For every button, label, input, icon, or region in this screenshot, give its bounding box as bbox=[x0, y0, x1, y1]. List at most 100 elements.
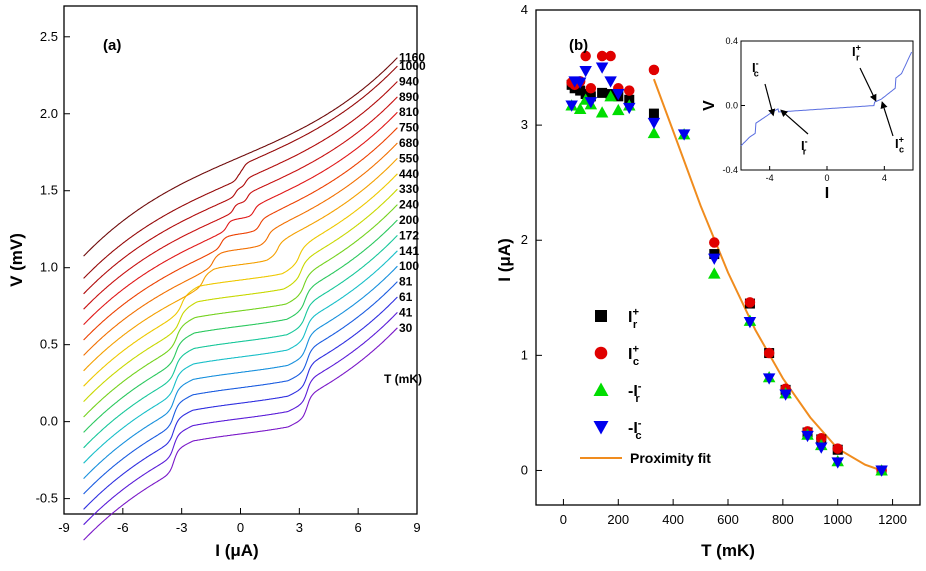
legend-label-square-sub: r bbox=[633, 319, 638, 331]
inset-annotation-label-sup: - bbox=[805, 137, 808, 147]
inset-annotation-arrow bbox=[859, 67, 877, 102]
point-triangle-down-550mK bbox=[708, 253, 721, 265]
temperature-label-330: 330 bbox=[399, 182, 419, 196]
legend-label-triangle-down-sub: c bbox=[635, 430, 641, 442]
inset-annotation-label: I-r bbox=[801, 137, 808, 157]
inset-annotation-label-main: I bbox=[852, 44, 856, 59]
panel-b-xtick-label: 600 bbox=[717, 512, 739, 527]
inset-annotation-label-sub: c bbox=[754, 69, 759, 79]
legend-label-triangle-up-main: -I bbox=[628, 383, 638, 400]
iv-curve-200mk bbox=[83, 219, 398, 433]
inset-xtick-label: 4 bbox=[882, 173, 887, 183]
point-triangle-down-1160mK bbox=[875, 465, 888, 477]
legend-label-square: I+ r bbox=[628, 306, 639, 330]
inset-xlabel: I bbox=[825, 185, 829, 202]
inset-annotation-arrow bbox=[780, 109, 809, 135]
temperature-label-1000: 1000 bbox=[399, 59, 426, 73]
legend-marker-triangle-down bbox=[593, 421, 609, 435]
panel-b-xtick-label: 200 bbox=[607, 512, 629, 527]
iv-curve-1160mk bbox=[83, 57, 398, 257]
legend-label-square-sup: + bbox=[632, 306, 639, 318]
panel-a-ytick-label: 1.5 bbox=[40, 183, 58, 198]
panel-a-ylabel: V (mV) bbox=[7, 233, 26, 287]
iv-curve-81mk bbox=[83, 281, 398, 495]
point-circle-330mK bbox=[648, 64, 660, 76]
inset-annotation-label-sub: r bbox=[856, 53, 860, 63]
inset-frame bbox=[740, 40, 914, 171]
legend-marker-circle bbox=[594, 346, 608, 360]
iv-curve-30mk bbox=[83, 327, 398, 541]
panel-a-ytick-label: -0.5 bbox=[36, 491, 58, 506]
temperature-label-890: 890 bbox=[399, 90, 419, 104]
iv-curve-172mk bbox=[83, 235, 398, 449]
temperature-label-61: 61 bbox=[399, 290, 413, 304]
iv-curve-440mk bbox=[83, 173, 398, 387]
panel-b-ylabel: I (μA) bbox=[495, 238, 514, 281]
panel-a-xtick-label: -9 bbox=[58, 520, 70, 535]
panel-a-ytick-label: 2.5 bbox=[40, 29, 58, 44]
inset-xtick-label: 0 bbox=[824, 173, 829, 183]
inset-annotation-label: I+ c bbox=[895, 135, 904, 155]
panel-a-temperature-title: T (mK) bbox=[384, 372, 422, 386]
point-triangle-down-61mK bbox=[573, 77, 587, 89]
inset-annotation-label-main: I bbox=[895, 136, 899, 151]
panel-a-ytick-label: 2.0 bbox=[40, 106, 58, 121]
panel-b-xtick-label: 1000 bbox=[823, 512, 852, 527]
legend-marker-square bbox=[595, 310, 607, 322]
iv-curve-330mk bbox=[83, 188, 398, 402]
iv-curve-890mk bbox=[83, 96, 398, 310]
inset-annotation-arrow bbox=[880, 101, 894, 137]
inset-annotation-label-sub: r bbox=[803, 147, 807, 157]
iv-curve-680mk bbox=[83, 142, 398, 356]
legend-label-triangle-down-main: -I bbox=[628, 420, 638, 437]
temperature-label-680: 680 bbox=[399, 136, 419, 150]
panel-a-ytick-label: 1.0 bbox=[40, 260, 58, 275]
panel-a-xtick-label: 9 bbox=[413, 520, 420, 535]
point-triangle-down-100mK bbox=[584, 97, 598, 109]
inset-annotation-label-sup: + bbox=[899, 135, 904, 145]
point-triangle-down-1000mK bbox=[831, 457, 844, 469]
legend-label-circle-sub: c bbox=[633, 356, 639, 368]
temperature-label-100: 100 bbox=[399, 259, 419, 273]
point-circle-240mK bbox=[624, 85, 635, 96]
inset-ytick-label: -0.4 bbox=[722, 165, 738, 175]
inset-ylabel: V bbox=[701, 100, 718, 111]
temperature-label-30: 30 bbox=[399, 321, 413, 335]
panel-a-xtick-label: 0 bbox=[237, 520, 244, 535]
panel-b-xtick-label: 1200 bbox=[878, 512, 907, 527]
legend-label-circle-sup: + bbox=[632, 343, 639, 355]
point-square-61mK bbox=[575, 85, 586, 96]
panel-b-xtick-label: 800 bbox=[772, 512, 794, 527]
panel-a-xtick-label: -6 bbox=[117, 520, 129, 535]
point-triangle-down-440mK bbox=[677, 129, 691, 141]
panel-b-ytick-label: 4 bbox=[521, 2, 528, 17]
temperature-label-240: 240 bbox=[399, 198, 419, 212]
panel-b-label: (b) bbox=[569, 37, 588, 54]
point-square-100mK bbox=[585, 91, 596, 102]
temperature-label-41: 41 bbox=[399, 305, 413, 319]
panel-a-ticks: -9 -6 -3 0 3 6 9 -0.5 0.0 0.5 1.0 1.5 2.0 2.5 bbox=[36, 29, 421, 535]
point-circle-940mK bbox=[816, 432, 827, 444]
inset-ytick-label: 0.0 bbox=[725, 101, 738, 111]
panel-a-xtick-label: 3 bbox=[296, 520, 303, 535]
point-triangle-up-141mK bbox=[595, 106, 609, 118]
iv-curve-61mk bbox=[83, 296, 398, 510]
inset-annotation-label-main: I bbox=[752, 60, 756, 75]
inset-annotation-label-sub: c bbox=[899, 145, 904, 155]
iv-curve-141mk bbox=[83, 250, 398, 464]
legend-label-triangle-down: -I-c bbox=[628, 417, 642, 441]
panel-b-ytick-label: 0 bbox=[521, 462, 528, 477]
inset-annotation-label-sup: + bbox=[856, 43, 861, 53]
point-triangle-up-550mK bbox=[708, 267, 721, 279]
legend-marker-triangle-up bbox=[593, 382, 609, 396]
inset-xtick-label: -4 bbox=[766, 173, 774, 183]
panel-b-xtick-label: 400 bbox=[662, 512, 684, 527]
legend-label-triangle-down-sup: - bbox=[638, 417, 642, 429]
point-circle-81mK bbox=[580, 50, 591, 62]
iv-curve-240mk bbox=[83, 204, 398, 418]
temperature-label-550: 550 bbox=[399, 151, 419, 165]
point-circle-172mK bbox=[605, 50, 616, 62]
panel-b-xtick-label: 0 bbox=[560, 512, 567, 527]
point-circle-1000mK bbox=[832, 443, 843, 454]
inset-annotation-label: I-c bbox=[752, 59, 759, 79]
